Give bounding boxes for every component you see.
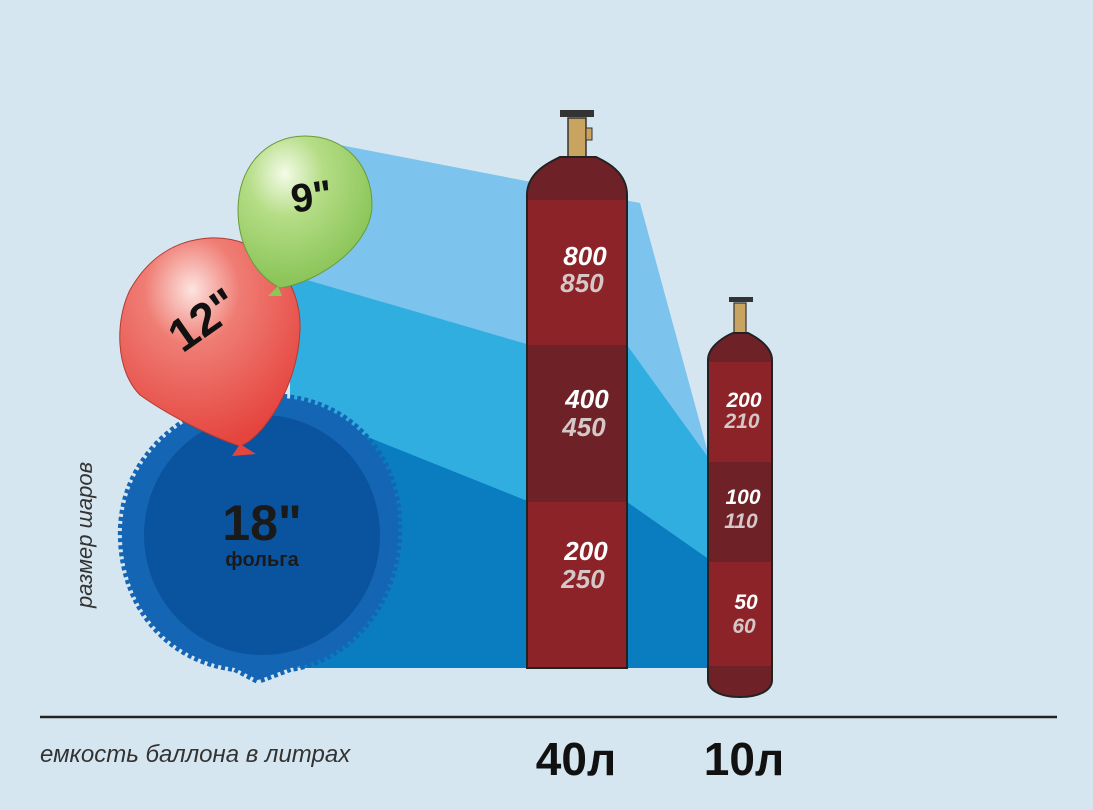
cyl10-s2-primary: 100 xyxy=(725,486,760,509)
valve-icon xyxy=(567,117,587,159)
cyl40-s2-secondary: 450 xyxy=(561,412,606,442)
cyl10-s1-primary: 200 xyxy=(725,389,761,412)
y-axis-label: размер шаров xyxy=(72,462,97,609)
latex-balloon-9: 9" xyxy=(237,135,373,296)
cyl40-s1-primary: 800 xyxy=(563,241,607,271)
cylinder-40l: 800 850 400 450 200 250 xyxy=(526,110,628,669)
cyl40-s3-secondary: 250 xyxy=(560,564,605,594)
cyl40-s1-secondary: 850 xyxy=(560,268,604,298)
balloon-18-label: 18" xyxy=(222,495,301,551)
cylinder-10l: 200 210 100 110 50 60 xyxy=(707,297,773,699)
cyl10-s2-secondary: 110 xyxy=(724,510,758,533)
balloon-18-sublabel: фольга xyxy=(225,549,299,571)
latex-balloon-12: 12" xyxy=(119,237,301,456)
cylinder-40l-label: 40л xyxy=(536,733,616,785)
valve-icon xyxy=(733,302,747,334)
cylinder-10l-label: 10л xyxy=(704,733,784,785)
cyl40-s3-primary: 200 xyxy=(563,536,608,566)
balloon-9-label: 9" xyxy=(288,172,335,221)
foil-balloon-18: 18" фольга xyxy=(117,393,403,685)
cyl10-s1-secondary: 210 xyxy=(723,410,759,433)
cyl10-s3-primary: 50 xyxy=(734,591,758,614)
cyl40-s2-primary: 400 xyxy=(564,384,609,414)
x-axis-label: емкость баллона в литрах xyxy=(40,741,351,768)
cyl10-s3-secondary: 60 xyxy=(732,615,756,638)
